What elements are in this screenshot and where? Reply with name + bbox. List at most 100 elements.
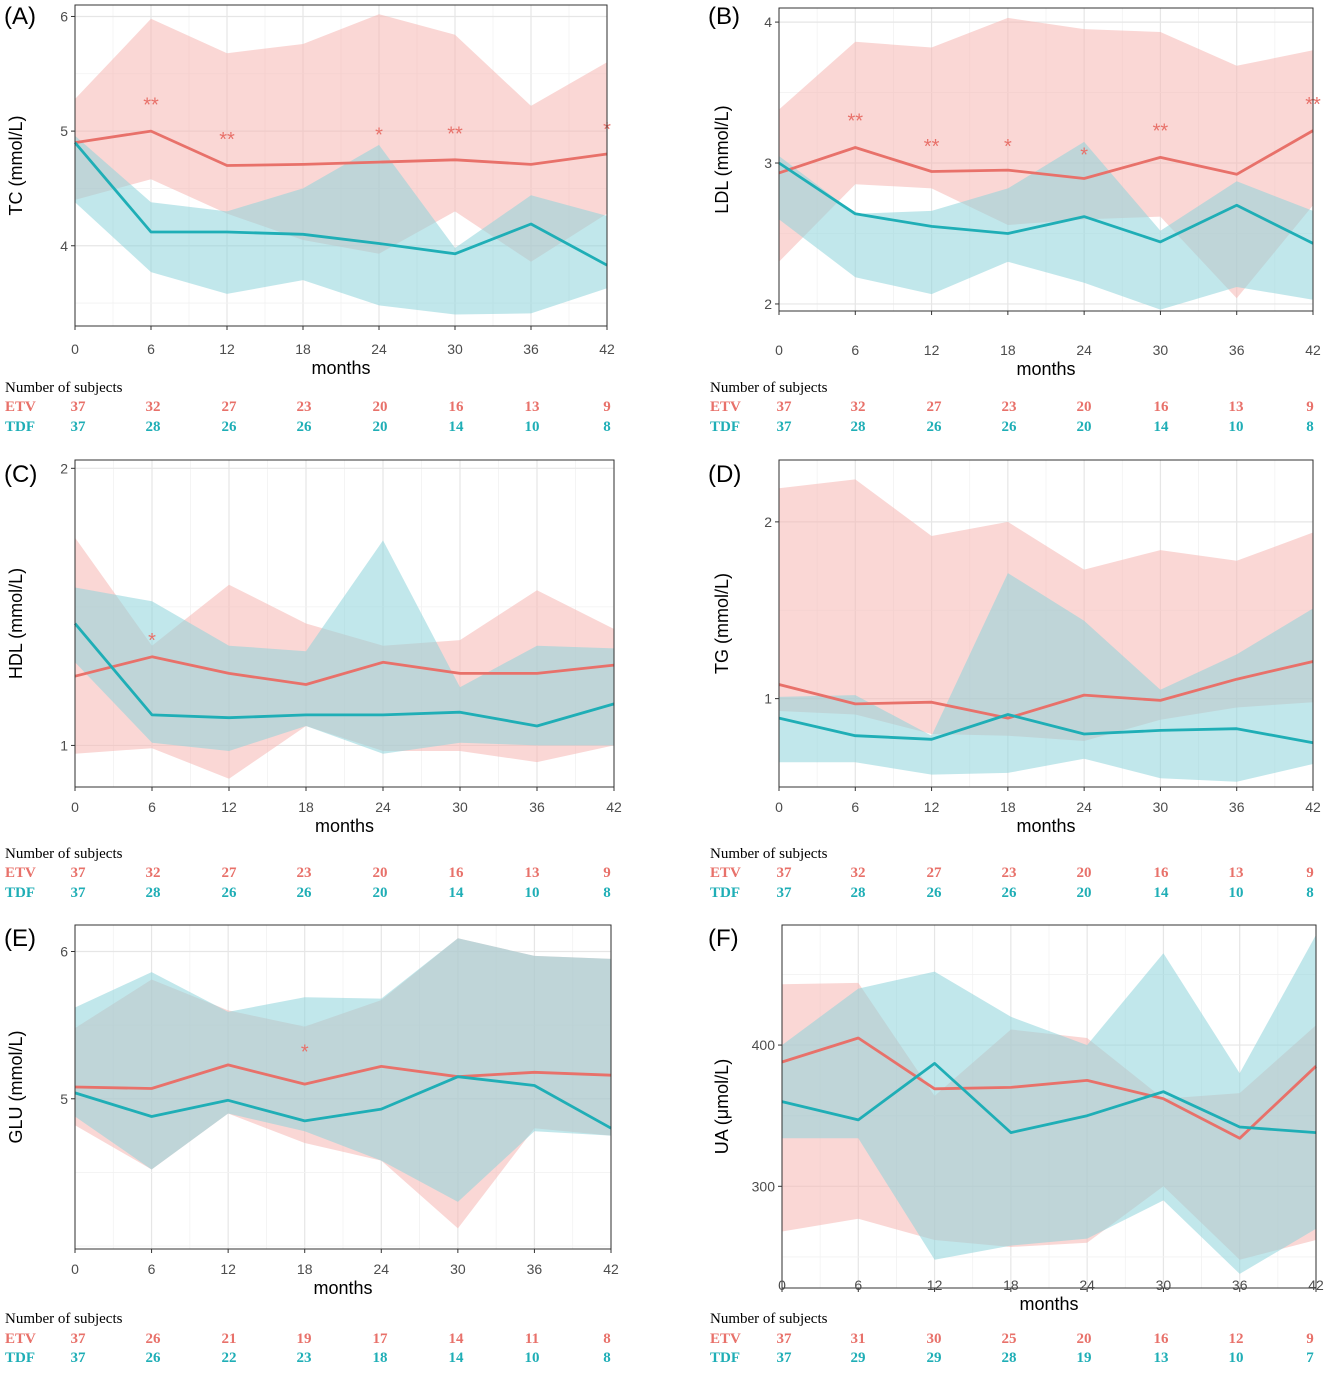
subjects-title: Number of subjects [5, 1311, 123, 1327]
subjects-count-tdf: 14 [449, 419, 465, 435]
significance-marker: * [375, 125, 383, 147]
significance-marker: ** [219, 129, 235, 151]
chart-panel-e: * 5 6 0 6 12 18 24 30 36 42 months GLU (mmol/L) (E) Nu… [4, 924, 619, 1366]
series-line-etv [74, 655, 615, 686]
subjects-count-etv: 27 [222, 865, 238, 881]
subjects-title: Number of subjects [710, 846, 828, 862]
subjects-count-etv: 16 [449, 865, 465, 881]
subjects-count-etv: 20 [373, 865, 388, 881]
subjects-count-etv: 13 [1229, 865, 1244, 881]
y-tick-label: 2 [764, 296, 772, 312]
x-tick-label: 30 [1153, 342, 1169, 358]
x-axis-title: months [1016, 816, 1075, 836]
x-tick-label: 18 [295, 341, 311, 357]
x-tick-label: 36 [523, 341, 539, 357]
subjects-count-tdf: 29 [927, 1350, 942, 1366]
significance-marker: ** [447, 123, 463, 145]
x-tick-label: 24 [1076, 799, 1092, 815]
plot-border [74, 459, 615, 788]
subjects-count-tdf: 7 [1306, 1350, 1314, 1366]
subjects-count-tdf: 8 [603, 1350, 611, 1366]
subjects-count-tdf: 20 [1077, 885, 1092, 901]
series-line-tdf [74, 1075, 612, 1130]
x-tick-label: 12 [220, 1261, 236, 1277]
subjects-count-etv: 13 [525, 865, 540, 881]
x-tick-label: 42 [1305, 342, 1321, 358]
x-tick-label: 18 [1003, 1277, 1019, 1293]
subjects-count-tdf: 26 [222, 419, 238, 435]
subjects-count-etv: 11 [525, 1331, 539, 1347]
subjects-count-tdf: 8 [603, 885, 611, 901]
y-tick-label: 3 [764, 155, 772, 171]
y-tick-label: 2 [60, 460, 68, 476]
y-tick-label: 4 [60, 238, 68, 254]
series-line-tdf [781, 1062, 1317, 1134]
subjects-count-tdf: 14 [1154, 885, 1170, 901]
significance-marker: * [1080, 145, 1088, 167]
y-tick-label: 400 [752, 1037, 776, 1053]
subjects-count-tdf: 22 [222, 1350, 237, 1366]
subjects-count-tdf: 10 [525, 885, 540, 901]
x-tick-label: 24 [1079, 1277, 1095, 1293]
x-tick-label: 12 [221, 799, 237, 815]
subjects-count-etv: 20 [1077, 865, 1092, 881]
x-tick-label: 30 [1156, 1277, 1172, 1293]
subjects-group-tdf: TDF [5, 885, 35, 901]
series-line-tdf [73, 622, 615, 728]
subjects-count-tdf: 37 [777, 885, 793, 901]
panel-label: (C) [4, 461, 37, 488]
y-tick-label: 1 [764, 691, 772, 707]
subjects-count-tdf: 13 [1154, 1350, 1169, 1366]
subjects-count-etv: 32 [146, 399, 161, 415]
plot-border [781, 924, 1317, 1289]
x-tick-label: 12 [219, 341, 235, 357]
y-axis-title: TG (mmol/L) [712, 573, 732, 674]
subjects-count-tdf: 26 [297, 885, 313, 901]
subjects-count-etv: 23 [1002, 865, 1017, 881]
subjects-count-tdf: 29 [851, 1350, 866, 1366]
subjects-group-tdf: TDF [5, 1350, 35, 1366]
x-tick-label: 0 [775, 799, 783, 815]
band-tdf [75, 135, 607, 315]
subjects-count-etv: 37 [777, 865, 793, 881]
subjects-count-tdf: 19 [1077, 1350, 1092, 1366]
panel-label: (D) [708, 461, 741, 488]
y-tick-label: 6 [60, 944, 68, 960]
subjects-count-tdf: 26 [222, 885, 238, 901]
chart-panel-f: 300 400 0 6 12 18 24 30 36 42 months UA (μmol/L) (F)… [708, 924, 1324, 1366]
x-tick-label: 12 [924, 799, 940, 815]
subjects-count-etv: 9 [1306, 865, 1314, 881]
subjects-count-etv: 16 [1154, 399, 1170, 415]
subjects-count-etv: 37 [71, 399, 87, 415]
x-tick-label: 0 [71, 799, 79, 815]
subjects-count-tdf: 10 [525, 1350, 540, 1366]
y-tick-label: 4 [764, 14, 772, 30]
subjects-group-tdf: TDF [5, 419, 35, 435]
x-tick-label: 36 [1232, 1277, 1248, 1293]
x-tick-label: 12 [927, 1277, 943, 1293]
subjects-count-tdf: 10 [525, 419, 540, 435]
series-line-etv [778, 660, 1314, 720]
subjects-count-etv: 23 [297, 399, 312, 415]
x-tick-label: 6 [148, 799, 156, 815]
subjects-count-tdf: 37 [71, 419, 87, 435]
series-line-tdf [778, 713, 1314, 745]
x-tick-label: 36 [527, 1261, 543, 1277]
subjects-group-etv: ETV [710, 865, 741, 881]
subjects-count-tdf: 37 [777, 1350, 793, 1366]
subjects-count-etv: 13 [525, 399, 540, 415]
subjects-count-tdf: 23 [297, 1350, 312, 1366]
panel-label: (A) [4, 3, 36, 30]
subjects-group-tdf: TDF [710, 1350, 740, 1366]
subjects-title: Number of subjects [5, 846, 123, 862]
subjects-count-etv: 26 [146, 1331, 162, 1347]
subjects-count-tdf: 28 [851, 885, 866, 901]
series-line-tdf [778, 161, 1314, 245]
x-tick-label: 36 [1229, 342, 1245, 358]
x-tick-label: 18 [1000, 342, 1016, 358]
y-axis-title: LDL (mmol/L) [712, 105, 732, 213]
subjects-count-etv: 20 [1077, 1331, 1092, 1347]
